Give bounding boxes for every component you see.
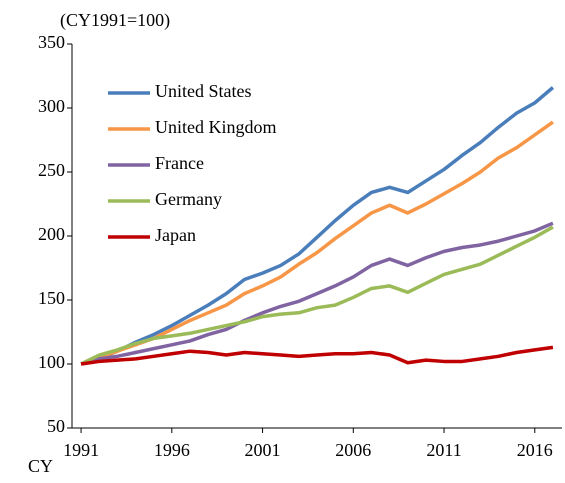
x-tick-label: 2016: [517, 440, 553, 460]
y-tick-label: 50: [47, 416, 65, 436]
series-line: [80, 86, 555, 366]
y-tick-label: 200: [38, 224, 65, 244]
series-line: [80, 345, 554, 366]
x-tick-label: 2006: [335, 440, 371, 460]
chart-title: (CY1991=100): [60, 10, 170, 31]
x-tick-label: 1996: [154, 440, 190, 460]
y-tick-label: 150: [38, 288, 65, 308]
x-tick-label: 1991: [63, 440, 99, 460]
legend-label: United States: [155, 81, 252, 101]
series-line: [80, 225, 554, 366]
series-line: [80, 221, 554, 366]
y-tick-label: 250: [38, 160, 65, 180]
y-tick-label: 100: [38, 352, 65, 372]
x-axis-label: CY: [28, 456, 53, 476]
y-tick-label: 300: [38, 96, 65, 116]
x-tick-label: 2001: [245, 440, 281, 460]
series-line: [80, 120, 554, 366]
y-tick-label: 350: [38, 32, 65, 52]
x-tick-label: 2011: [426, 440, 461, 460]
legend-label: France: [155, 153, 204, 173]
legend-label: Japan: [155, 225, 196, 245]
legend-label: United Kingdom: [155, 117, 277, 137]
legend-label: Germany: [155, 189, 222, 209]
